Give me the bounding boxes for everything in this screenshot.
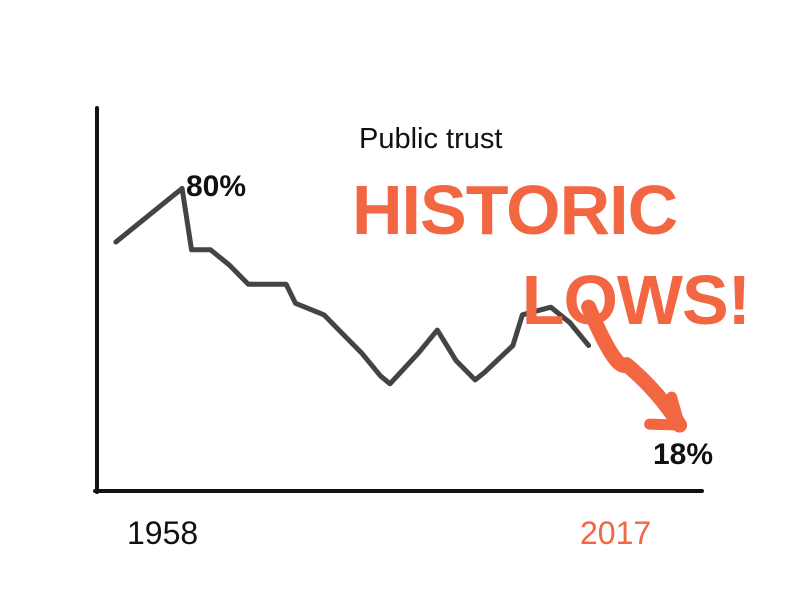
trend-arrow-head	[644, 391, 686, 431]
chart-headline-line-2: LOWS!	[522, 261, 750, 339]
end-value-label: 18%	[653, 438, 713, 471]
trust-line	[113, 185, 592, 387]
x-axis-start-label: 1958	[127, 515, 198, 551]
trend-arrow	[581, 299, 688, 433]
x-axis-end-label: 2017	[580, 515, 651, 551]
chart-headline-line-1: HISTORIC	[352, 171, 677, 249]
chart-subtitle: Public trust	[359, 123, 502, 155]
peak-value-label: 80%	[186, 170, 246, 203]
